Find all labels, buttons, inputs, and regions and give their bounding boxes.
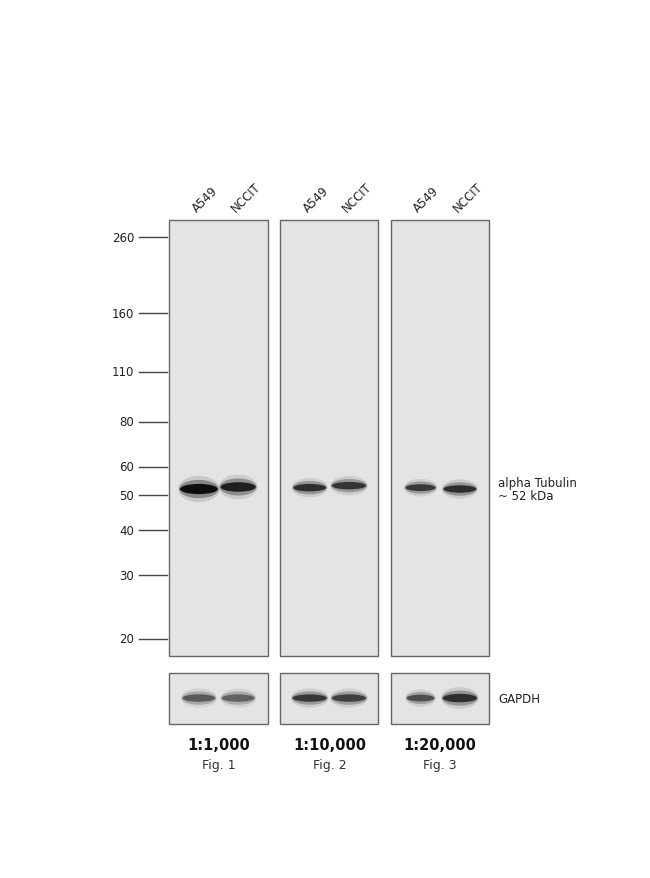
- Ellipse shape: [441, 687, 478, 709]
- Ellipse shape: [293, 485, 326, 492]
- Ellipse shape: [330, 477, 368, 496]
- Ellipse shape: [332, 694, 366, 702]
- Ellipse shape: [407, 694, 434, 702]
- Text: A549: A549: [300, 184, 332, 215]
- Ellipse shape: [406, 485, 436, 492]
- Ellipse shape: [406, 692, 435, 704]
- Ellipse shape: [182, 692, 216, 705]
- Ellipse shape: [406, 689, 436, 707]
- Text: 160: 160: [112, 307, 134, 320]
- Ellipse shape: [330, 688, 368, 708]
- Ellipse shape: [331, 479, 367, 493]
- Text: 80: 80: [120, 415, 134, 428]
- Ellipse shape: [219, 475, 257, 500]
- Ellipse shape: [179, 480, 218, 499]
- Text: NCCIT: NCCIT: [229, 180, 263, 215]
- Text: 260: 260: [112, 231, 134, 244]
- Bar: [170, 673, 268, 724]
- Text: Fig. 1: Fig. 1: [202, 758, 235, 771]
- Ellipse shape: [221, 692, 255, 705]
- Text: Fig. 2: Fig. 2: [313, 758, 346, 771]
- Text: 110: 110: [112, 366, 134, 378]
- Bar: [391, 673, 489, 724]
- Text: 60: 60: [119, 461, 134, 473]
- Ellipse shape: [404, 479, 437, 497]
- Text: NCCIT: NCCIT: [340, 180, 374, 215]
- Text: A549: A549: [411, 184, 442, 215]
- Ellipse shape: [292, 692, 328, 705]
- Text: 20: 20: [119, 632, 134, 645]
- Text: 30: 30: [120, 569, 134, 582]
- Ellipse shape: [220, 688, 256, 708]
- Ellipse shape: [180, 485, 218, 494]
- Text: ~ 52 kDa: ~ 52 kDa: [499, 490, 554, 503]
- Text: 1:20,000: 1:20,000: [404, 738, 476, 752]
- Ellipse shape: [443, 694, 477, 702]
- Ellipse shape: [331, 692, 367, 705]
- Ellipse shape: [442, 479, 478, 499]
- Text: Fig. 3: Fig. 3: [423, 758, 457, 771]
- Ellipse shape: [292, 479, 328, 498]
- Text: 40: 40: [119, 524, 134, 537]
- Ellipse shape: [443, 486, 476, 493]
- Text: 50: 50: [120, 489, 134, 502]
- Ellipse shape: [291, 688, 328, 708]
- Ellipse shape: [222, 694, 255, 702]
- Ellipse shape: [405, 482, 436, 494]
- Bar: [391, 220, 489, 657]
- Ellipse shape: [178, 476, 220, 502]
- Ellipse shape: [292, 481, 327, 495]
- Bar: [280, 220, 378, 657]
- Text: 1:10,000: 1:10,000: [293, 738, 366, 752]
- Text: NCCIT: NCCIT: [450, 180, 485, 215]
- Ellipse shape: [220, 479, 257, 496]
- Text: alpha Tubulin: alpha Tubulin: [499, 476, 577, 489]
- Ellipse shape: [183, 694, 215, 702]
- Ellipse shape: [442, 691, 478, 706]
- Bar: [280, 673, 378, 724]
- Ellipse shape: [220, 483, 256, 493]
- Bar: [170, 220, 268, 657]
- Ellipse shape: [181, 688, 217, 708]
- Ellipse shape: [332, 482, 366, 490]
- Text: GAPDH: GAPDH: [499, 692, 540, 705]
- Ellipse shape: [292, 694, 327, 702]
- Text: A549: A549: [190, 184, 220, 215]
- Text: 1:1,000: 1:1,000: [187, 738, 250, 752]
- Ellipse shape: [443, 483, 477, 496]
